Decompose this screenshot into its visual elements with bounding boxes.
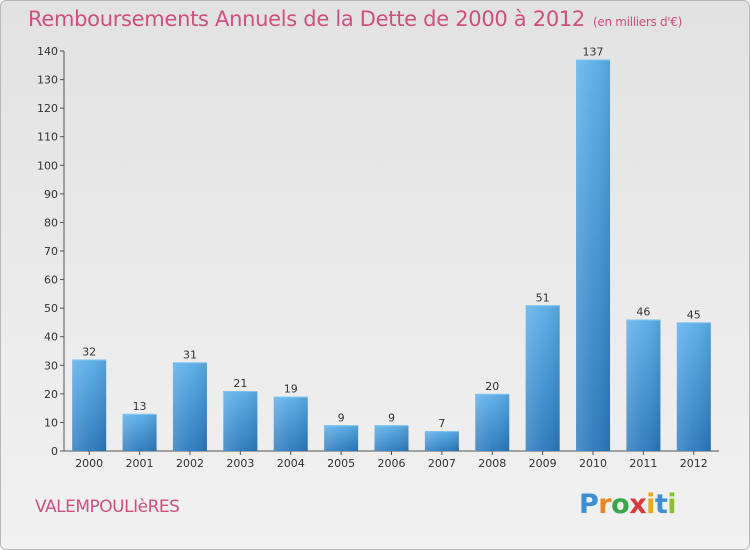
x-tick-label: 2000	[75, 457, 103, 470]
x-tick-label: 2002	[176, 457, 204, 470]
bar-value-label: 31	[183, 348, 197, 361]
x-tick-label: 2007	[428, 457, 456, 470]
bar-shine	[324, 425, 359, 451]
x-tick-label: 2003	[226, 457, 254, 470]
y-tick-label: 60	[44, 274, 58, 287]
y-tick-label: 110	[37, 131, 58, 144]
bar-shine	[72, 359, 107, 451]
y-tick-label: 100	[37, 159, 58, 172]
logo-letter: i	[667, 489, 677, 520]
y-tick-label: 70	[44, 245, 58, 258]
proxiti-logo: Proxiti	[579, 489, 677, 520]
bar-value-label: 45	[687, 308, 701, 321]
bar-shine	[122, 413, 157, 451]
title-text: Remboursements Annuels de la Dette de 20…	[28, 7, 585, 31]
x-tick-label: 2012	[680, 457, 708, 470]
x-tick-label: 2006	[378, 457, 406, 470]
commune-name: VALEMPOULIèRES	[35, 497, 180, 517]
y-tick-label: 40	[44, 331, 58, 344]
y-tick-label: 0	[51, 445, 58, 458]
x-tick-label: 2009	[529, 457, 557, 470]
bar-value-label: 9	[388, 411, 395, 424]
bar-shine	[475, 393, 510, 451]
y-tick-label: 80	[44, 216, 58, 229]
logo-letter: o	[611, 489, 630, 520]
logo-letter: i	[646, 489, 655, 520]
y-tick-label: 10	[44, 416, 58, 429]
y-tick-label: 90	[44, 188, 58, 201]
bar-shine	[223, 391, 258, 451]
x-tick-label: 2011	[629, 457, 657, 470]
bar-shine	[626, 319, 661, 451]
bar-value-label: 21	[233, 377, 247, 390]
bar-shine	[172, 362, 207, 451]
bar-value-label: 19	[284, 383, 298, 396]
bar-value-label: 13	[133, 400, 147, 413]
y-tick-label: 50	[44, 302, 58, 315]
x-tick-label: 2008	[478, 457, 506, 470]
y-tick-label: 130	[37, 74, 58, 87]
y-tick-label: 140	[37, 45, 58, 58]
y-tick-label: 20	[44, 388, 58, 401]
bar-value-label: 51	[536, 291, 550, 304]
logo-letter: P	[579, 489, 599, 520]
x-tick-label: 2010	[579, 457, 607, 470]
x-tick-label: 2004	[277, 457, 305, 470]
x-tick-label: 2005	[327, 457, 355, 470]
bar-shine	[273, 396, 308, 451]
bar-shine	[676, 322, 711, 451]
bar-shine	[525, 305, 560, 451]
bar-value-label: 46	[636, 306, 650, 319]
bar-shine	[374, 425, 409, 451]
bar-value-label: 20	[485, 380, 499, 393]
chart-title: Remboursements Annuels de la Dette de 20…	[28, 7, 682, 31]
bar-value-label: 7	[438, 417, 445, 430]
chart-axes	[60, 50, 719, 455]
bar-value-label: 137	[583, 46, 604, 59]
y-tick-label: 120	[37, 102, 58, 115]
y-tick-label: 30	[44, 359, 58, 372]
bar-value-label: 32	[82, 346, 96, 359]
logo-letter: t	[654, 489, 668, 520]
chart-labels: 0 10 20 30 40 50 60 70 80 90 100 110 120 130 140 2000 32…	[37, 45, 708, 470]
bar-shine	[424, 431, 459, 451]
chart-subtitle: (en milliers d'€)	[593, 15, 683, 29]
chart-bars	[72, 59, 711, 451]
bar-shine	[576, 59, 611, 451]
bar-value-label: 9	[338, 411, 345, 424]
logo-letter: x	[629, 489, 647, 520]
x-tick-label: 2001	[126, 457, 154, 470]
logo-letter: r	[598, 489, 612, 520]
